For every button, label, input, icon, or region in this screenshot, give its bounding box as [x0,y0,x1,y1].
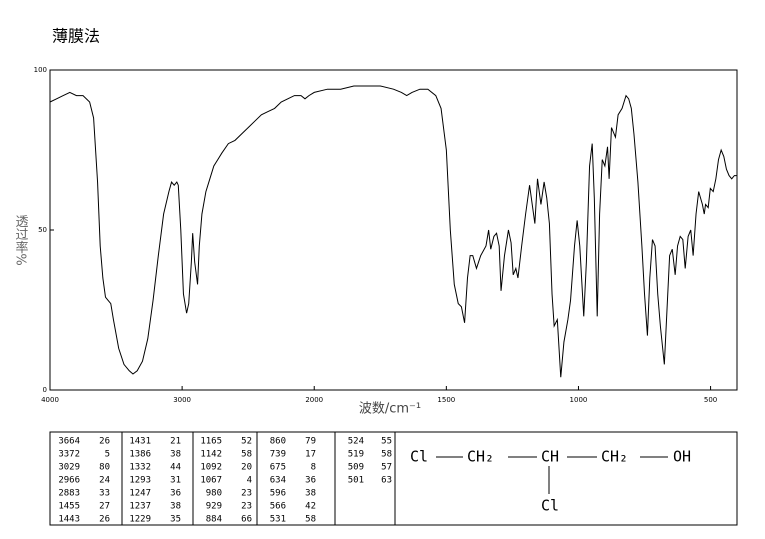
peak-wavenumber: 596 [270,489,286,499]
peak-transmittance: 23 [241,489,252,499]
peak-wavenumber: 3664 [58,437,80,447]
x-tick-label: 500 [704,396,717,404]
y-tick-label: 100 [34,66,47,74]
peak-transmittance: 31 [170,476,181,486]
peak-wavenumber: 1142 [200,450,222,460]
atom: Cl [410,448,428,466]
peak-wavenumber: 3029 [58,463,80,473]
peak-wavenumber: 3372 [58,450,80,460]
chart-title: 薄膜法 [52,27,100,46]
bonds [436,456,668,494]
atom: Cl [541,497,559,515]
peak-wavenumber: 519 [348,450,364,460]
x-tick-label: 2000 [305,396,323,404]
peak-wavenumber: 2883 [58,489,80,499]
peak-transmittance: 36 [305,476,316,486]
peak-transmittance: 63 [381,476,392,486]
peak-transmittance: 26 [99,515,110,525]
peak-wavenumber: 675 [270,463,286,473]
peak-wavenumber: 739 [270,450,286,460]
peak-transmittance: 38 [170,450,181,460]
peak-transmittance: 21 [170,437,181,447]
peak-transmittance: 35 [170,515,181,525]
peak-transmittance: 79 [305,437,316,447]
peak-wavenumber: 1067 [200,476,222,486]
peak-transmittance: 26 [99,437,110,447]
peak-wavenumber: 566 [270,502,286,512]
peak-wavenumber: 2966 [58,476,80,486]
peak-wavenumber: 884 [206,515,222,525]
peak-wavenumber: 980 [206,489,222,499]
y-tick-label: 50 [38,226,47,234]
peak-wavenumber: 1293 [129,476,151,486]
peak-wavenumber: 1386 [129,450,151,460]
peak-transmittance: 36 [170,489,181,499]
peak-transmittance: 42 [305,502,316,512]
peak-transmittance: 38 [170,502,181,512]
peak-wavenumber: 1247 [129,489,151,499]
peak-wavenumber: 929 [206,502,222,512]
peak-transmittance: 5 [105,450,110,460]
peak-wavenumber: 1332 [129,463,151,473]
peak-wavenumber: 1092 [200,463,222,473]
peak-wavenumber: 1165 [200,437,222,447]
peak-wavenumber: 1455 [58,502,80,512]
atom: CH₂ [467,448,494,466]
peak-wavenumber: 1237 [129,502,151,512]
peak-transmittance: 57 [381,463,392,473]
table-frame [49,431,738,526]
table-dividers [121,432,396,525]
atom: OH [673,448,691,466]
atom: CH₂ [601,448,628,466]
peak-transmittance: 8 [311,463,316,473]
peak-transmittance: 58 [305,515,316,525]
peak-transmittance: 38 [305,489,316,499]
peak-transmittance: 52 [241,437,252,447]
peak-transmittance: 55 [381,437,392,447]
peak-transmittance: 33 [99,489,110,499]
peak-wavenumber: 860 [270,437,286,447]
peak-transmittance: 27 [99,502,110,512]
peak-wavenumber: 1431 [129,437,151,447]
peak-transmittance: 20 [241,463,252,473]
peak-transmittance: 17 [305,450,316,460]
x-tick-label: 3000 [173,396,191,404]
peak-transmittance: 44 [170,463,181,473]
plot-frame [49,69,738,391]
peak-wavenumber: 501 [348,476,364,486]
peak-wavenumber: 524 [348,437,364,447]
peak-wavenumber: 1443 [58,515,80,525]
x-tick-label: 1000 [570,396,588,404]
x-tick-label: 4000 [41,396,59,404]
spectrum-line [49,85,737,378]
x-axis-label: 波数/cm⁻¹ [359,402,421,417]
peak-wavenumber: 1229 [129,515,151,525]
peak-wavenumber: 509 [348,463,364,473]
peak-transmittance: 80 [99,463,110,473]
peak-transmittance: 58 [241,450,252,460]
atom: CH [541,448,559,466]
y-tick-label: 0 [43,386,47,394]
peak-transmittance: 58 [381,450,392,460]
peak-transmittance: 66 [241,515,252,525]
peak-transmittance: 23 [241,502,252,512]
x-tick-label: 1500 [437,396,455,404]
peak-transmittance: 24 [99,476,110,486]
peak-transmittance: 4 [247,476,252,486]
peak-wavenumber: 531 [270,515,286,525]
peak-wavenumber: 634 [270,476,286,486]
y-axis-label: 透过率% [13,214,29,265]
